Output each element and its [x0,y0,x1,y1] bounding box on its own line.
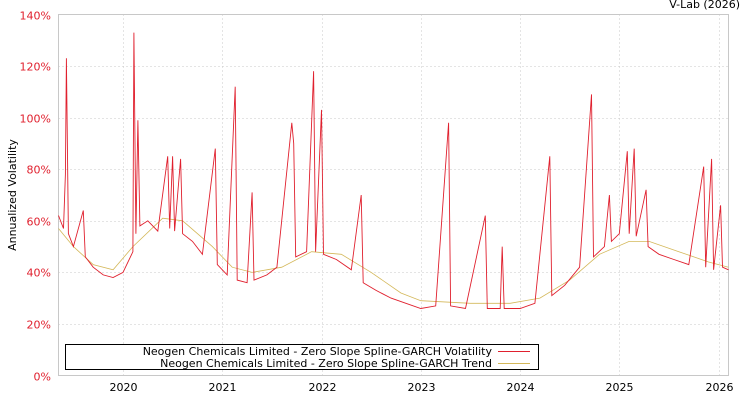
y-tick-label: 0% [34,371,51,384]
y-axis: 0% 20% 40% 60% 80% 100% 120% 140% [20,10,51,384]
legend-label: Neogen Chemicals Limited - Zero Slope Sp… [142,344,492,358]
legend-item-trend: Neogen Chemicals Limited - Zero Slope Sp… [160,356,530,370]
trend-line [58,217,729,304]
legend-label: Neogen Chemicals Limited - Zero Slope Sp… [160,356,492,370]
x-axis: 2020 2021 2022 2023 2024 2025 2026 [110,381,734,394]
x-tick-label: 2026 [706,381,734,394]
y-tick-label: 80% [27,164,51,177]
legend-swatch [498,350,530,352]
y-tick-label: 140% [20,10,51,23]
x-tick-label: 2024 [507,381,535,394]
y-tick-label: 120% [20,61,51,74]
volatility-line [58,32,729,310]
legend-swatch [498,362,530,364]
legend-item-volatility: Neogen Chemicals Limited - Zero Slope Sp… [142,344,530,358]
y-tick-label: 40% [27,267,51,280]
y-tick-label: 60% [27,216,51,229]
x-tick-label: 2020 [110,381,138,394]
y-tick-label: 100% [20,113,51,126]
x-tick-label: 2025 [606,381,634,394]
y-tick-label: 20% [27,319,51,332]
plot-frame [58,14,729,376]
x-tick-label: 2022 [309,381,337,394]
x-tick-label: 2021 [209,381,237,394]
series-group [58,32,729,310]
credit-label: V-Lab (2026) [669,0,740,11]
legend: Neogen Chemicals Limited - Zero Slope Sp… [65,344,539,370]
x-tick-label: 2023 [408,381,436,394]
y-axis-label: Annualized Volatility [6,139,19,251]
